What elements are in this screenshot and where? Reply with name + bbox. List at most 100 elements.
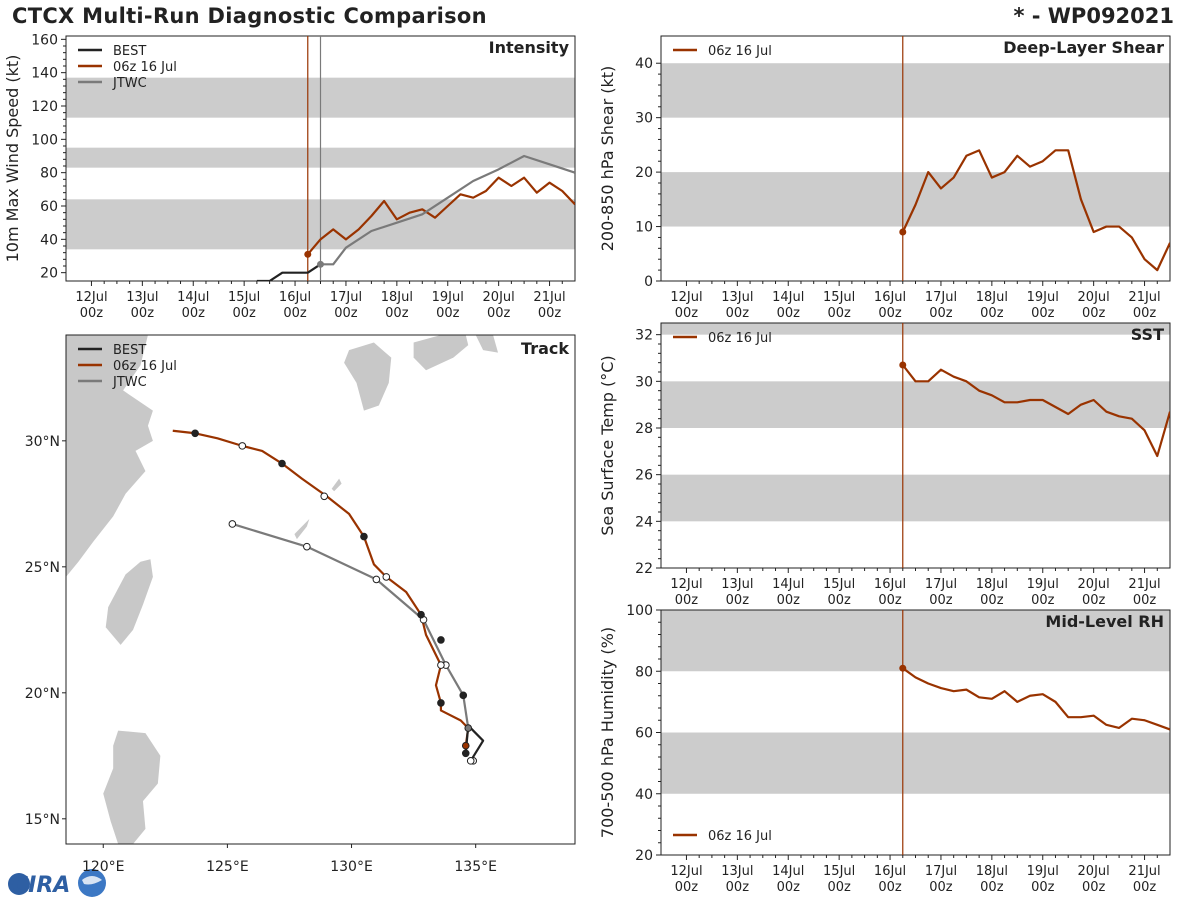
track-xtick-label: 125°E <box>206 859 249 875</box>
rh-xtick-day: 18Jul <box>976 864 1008 879</box>
track-series-run <box>172 429 470 746</box>
shear-panel: 01020304012Jul00z13Jul00z14Jul00z15Jul00… <box>598 35 1171 321</box>
logo-text: CIRA <box>12 873 70 898</box>
track-series-jtwc <box>232 522 470 729</box>
rh-xtick-hour: 00z <box>827 880 851 895</box>
sst-xtick-day: 15Jul <box>823 577 855 592</box>
sst-xtick-day: 12Jul <box>670 577 702 592</box>
shear-xtick-day: 14Jul <box>772 290 804 305</box>
sst-ytick-label: 32 <box>635 328 653 344</box>
shear-xtick-day: 12Jul <box>670 290 702 305</box>
rh-series-run <box>902 667 1170 731</box>
sst-xtick-hour: 00z <box>929 593 953 608</box>
rh-xtick-day: 16Jul <box>874 864 906 879</box>
sst-frame <box>660 322 1171 569</box>
rh-ytick-label: 40 <box>635 787 653 803</box>
shear-ytick-label: 40 <box>635 56 653 72</box>
logo-globe-icon <box>8 873 30 895</box>
intensity-xtick-hour: 00z <box>385 306 409 321</box>
track-point-run <box>238 442 247 450</box>
rh-xtick-hour: 00z <box>980 880 1004 895</box>
track-xtick-label: 135°E <box>454 859 497 875</box>
rh-xtick-hour: 00z <box>878 880 902 895</box>
sst-ytick-label: 22 <box>635 561 653 577</box>
track-ytick-label: 30°N <box>25 434 60 450</box>
intensity-series-best <box>256 263 322 281</box>
rh-marker-run <box>899 664 907 672</box>
sst-panel: 22242628303212Jul00z13Jul00z14Jul00z15Ju… <box>598 322 1171 608</box>
sst-xtick-hour: 00z <box>1082 593 1106 608</box>
shear-xtick-day: 18Jul <box>976 290 1008 305</box>
sst-marker-run <box>899 361 907 369</box>
sst-series-run <box>901 364 1170 458</box>
shear-legend-label-run: 06z 16 Jul <box>708 44 772 59</box>
track-point-jtwc <box>303 542 311 551</box>
intensity-ytick-label: 100 <box>31 132 58 148</box>
track-title: Track <box>521 339 569 358</box>
taiwan-land <box>105 559 153 645</box>
intensity-legend-label-run: 06z 16 Jul <box>113 60 177 75</box>
rh-xtick-hour: 00z <box>726 880 750 895</box>
shear-xtick-hour: 00z <box>929 306 953 321</box>
shear-xtick-hour: 00z <box>1082 306 1106 321</box>
intensity-title: Intensity <box>489 38 570 57</box>
sst-xtick-hour: 00z <box>1133 593 1157 608</box>
intensity-xtick-day: 14Jul <box>177 290 209 305</box>
rh-xtick-day: 17Jul <box>925 864 957 879</box>
intensity-xtick-hour: 00z <box>232 306 256 321</box>
sst-xtick-day: 16Jul <box>874 577 906 592</box>
sst-ytick-label: 28 <box>635 421 653 437</box>
track-point-run <box>461 741 470 750</box>
track-point-run <box>320 492 329 501</box>
shear-xtick-hour: 00z <box>827 306 851 321</box>
sst-band <box>661 323 1170 335</box>
shear-xtick-day: 17Jul <box>925 290 957 305</box>
shear-ylabel: 200-850 hPa Shear (kt) <box>598 66 617 252</box>
rh-xtick-day: 19Jul <box>1027 864 1059 879</box>
china-coast-land <box>66 335 153 577</box>
kyushu-land <box>344 342 392 411</box>
okinawa-land <box>294 518 310 540</box>
rh-xtick-day: 15Jul <box>823 864 855 879</box>
track-legend-label-jtwc: JTWC <box>112 375 147 390</box>
shear-xtick-day: 20Jul <box>1078 290 1110 305</box>
intensity-ytick-label: 140 <box>31 66 58 82</box>
shear-xtick-hour: 00z <box>1031 306 1055 321</box>
shear-ytick-label: 10 <box>635 220 653 236</box>
intensity-xtick-day: 20Jul <box>483 290 515 305</box>
sst-xtick-day: 20Jul <box>1078 577 1110 592</box>
track-frame <box>65 334 576 845</box>
shear-series-run <box>901 149 1170 272</box>
track-point-best <box>461 749 470 758</box>
rh-xtick-hour: 00z <box>675 880 699 895</box>
intensity-marker-jtwc <box>317 260 324 268</box>
honshu-east-land <box>525 325 575 335</box>
track-point-best <box>466 757 475 765</box>
sst-legend-label-run: 06z 16 Jul <box>708 331 772 346</box>
intensity-xtick-day: 17Jul <box>330 290 362 305</box>
sst-band <box>661 474 1170 522</box>
intensity-series-run <box>306 176 575 256</box>
sst-xtick-day: 19Jul <box>1027 577 1059 592</box>
track-ytick-label: 15°N <box>25 812 60 828</box>
intensity-xtick-day: 12Jul <box>75 290 107 305</box>
shear-title: Deep-Layer Shear <box>1003 38 1164 57</box>
rh-title: Mid-Level RH <box>1045 612 1164 631</box>
shear-band <box>661 63 1170 118</box>
shikoku-land <box>413 335 469 371</box>
sst-xtick-day: 14Jul <box>772 577 804 592</box>
intensity-xtick-day: 15Jul <box>228 290 260 305</box>
intensity-xtick-hour: 00z <box>283 306 307 321</box>
sst-xtick-hour: 00z <box>980 593 1004 608</box>
sst-band <box>661 381 1170 428</box>
sst-xtick-hour: 00z <box>777 593 801 608</box>
track-point-jtwc <box>464 724 473 732</box>
rh-xtick-hour: 00z <box>1082 880 1106 895</box>
track-legend-label-run: 06z 16 Jul <box>113 359 177 374</box>
shear-xtick-day: 19Jul <box>1027 290 1059 305</box>
intensity-xtick-hour: 00z <box>436 306 460 321</box>
rh-xtick-day: 12Jul <box>670 864 702 879</box>
intensity-xtick-hour: 00z <box>334 306 358 321</box>
track-xtick-label: 120°E <box>82 859 125 875</box>
